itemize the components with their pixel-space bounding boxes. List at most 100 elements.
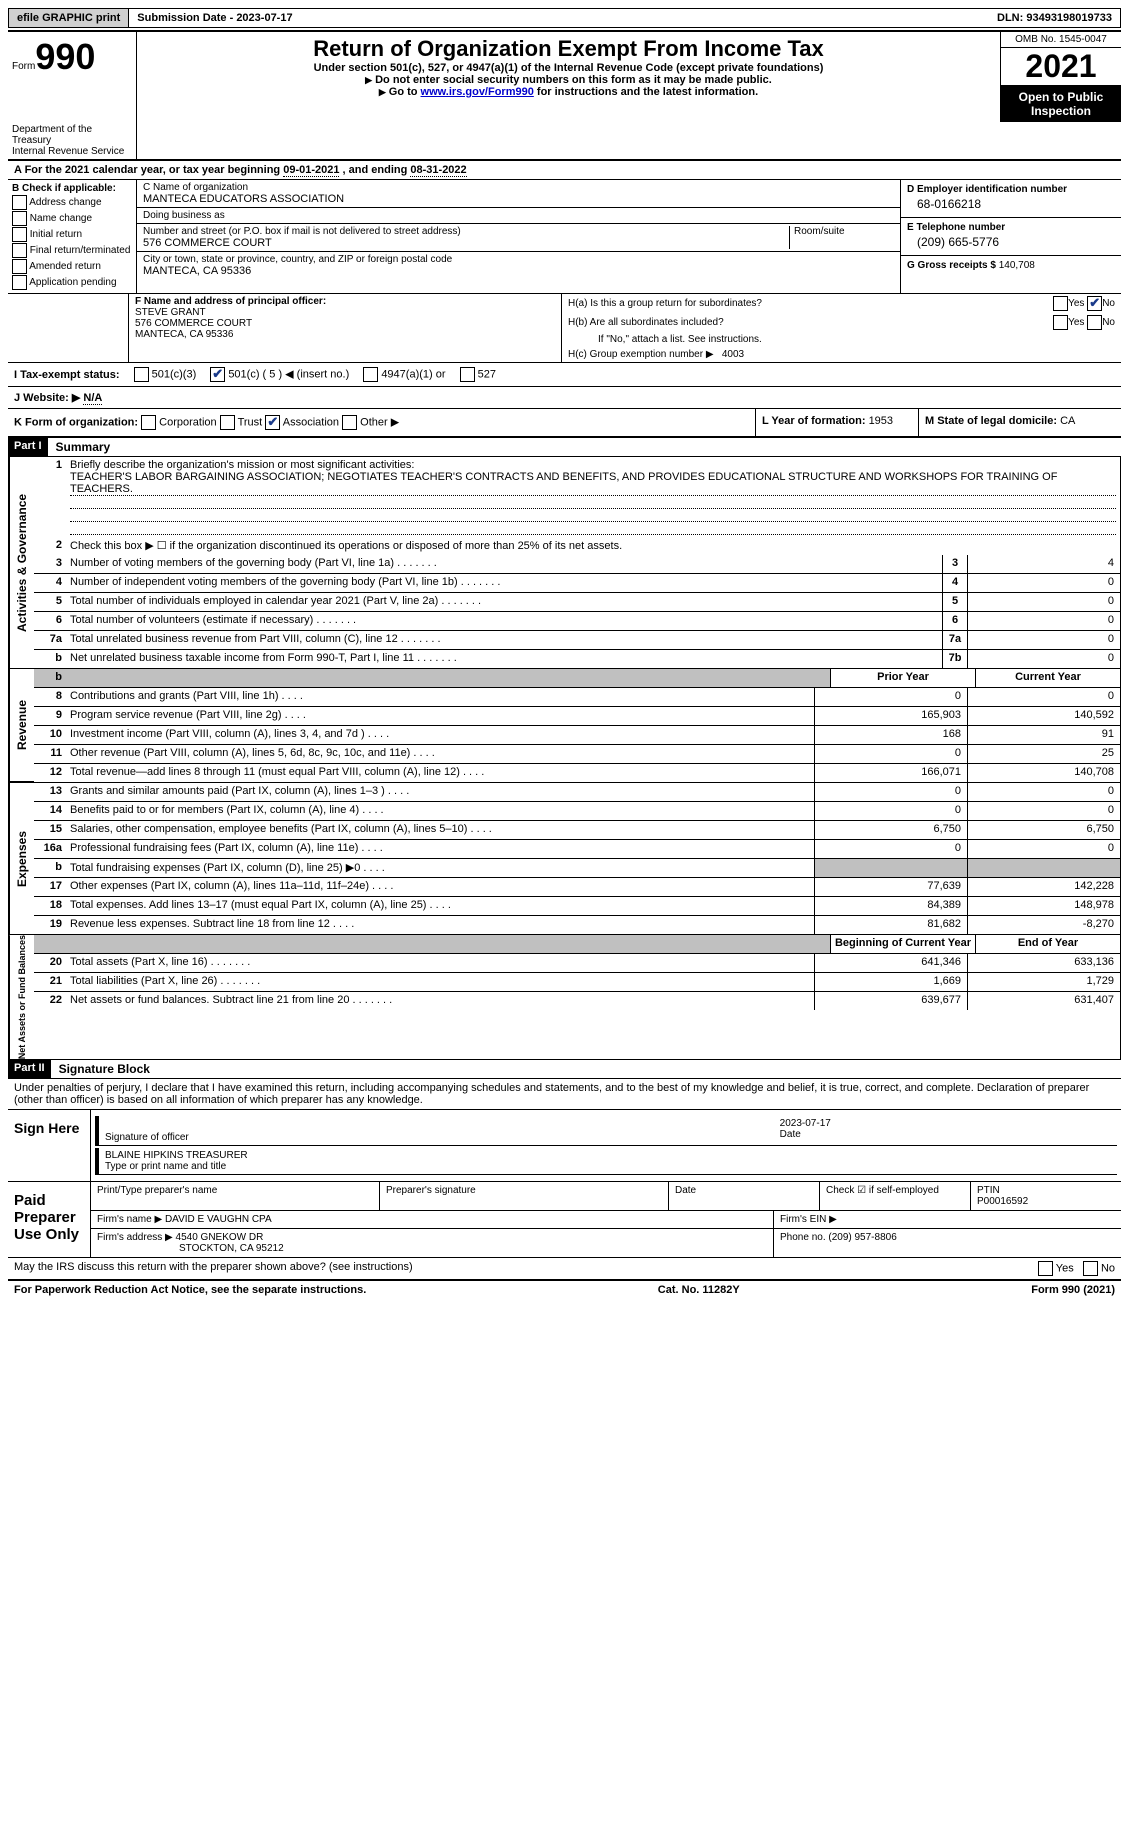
form-word: Form bbox=[12, 61, 35, 72]
website-row: J Website: ▶ N/A bbox=[8, 387, 1121, 409]
hb-note: If "No," attach a list. See instructions… bbox=[568, 334, 1115, 345]
cb-other[interactable] bbox=[342, 415, 357, 430]
paid-preparer-section: Paid Preparer Use Only Print/Type prepar… bbox=[8, 1182, 1121, 1258]
cb-name-change[interactable] bbox=[12, 211, 27, 226]
type-name-label: Type or print name and title bbox=[105, 1161, 1111, 1172]
exp-line-18: 18Total expenses. Add lines 13–17 (must … bbox=[34, 897, 1120, 916]
part2-badge: Part II bbox=[8, 1060, 51, 1078]
blocks-bcd: B Check if applicable: Address change Na… bbox=[8, 180, 1121, 294]
period-end: 08-31-2022 bbox=[410, 164, 466, 177]
form-footer: Form 990 (2021) bbox=[1031, 1284, 1115, 1296]
block-f: F Name and address of principal officer:… bbox=[129, 294, 562, 362]
mission-label: Briefly describe the organization's miss… bbox=[70, 459, 1116, 471]
ha-label: H(a) Is this a group return for subordin… bbox=[568, 298, 995, 309]
part1-gov-section: Activities & Governance 1 Briefly descri… bbox=[8, 457, 1121, 669]
city-label: City or town, state or province, country… bbox=[143, 254, 894, 265]
part1-rev-section: Revenue b Prior Year Current Year 8Contr… bbox=[8, 669, 1121, 783]
sign-here-section: Sign Here Signature of officer 2023-07-1… bbox=[8, 1110, 1121, 1182]
sig-date-label: Date bbox=[780, 1129, 1111, 1140]
catalog-number: Cat. No. 11282Y bbox=[658, 1284, 740, 1296]
omb-number: OMB No. 1545-0047 bbox=[1001, 32, 1121, 48]
discuss-text: May the IRS discuss this return with the… bbox=[14, 1261, 1038, 1276]
officer-city: MANTECA, CA 95336 bbox=[135, 329, 555, 340]
gross-value: 140,708 bbox=[999, 260, 1035, 271]
open-inspection: Open to Public Inspection bbox=[1001, 86, 1121, 122]
mission-text: TEACHER'S LABOR BARGAINING ASSOCIATION; … bbox=[70, 471, 1116, 496]
hc-value: 4003 bbox=[722, 349, 744, 360]
calendar-year-line: A For the 2021 calendar year, or tax yea… bbox=[8, 161, 1121, 180]
rev-line-12: 12Total revenue—add lines 8 through 11 (… bbox=[34, 764, 1120, 782]
ha-yes[interactable] bbox=[1053, 296, 1068, 311]
part1-header-row: Part I Summary bbox=[8, 438, 1121, 457]
irs-link[interactable]: www.irs.gov/Form990 bbox=[421, 86, 534, 98]
paid-preparer-label: Paid Preparer Use Only bbox=[8, 1182, 91, 1257]
cb-address-change[interactable] bbox=[12, 195, 27, 210]
period-label: A For the 2021 calendar year, or tax yea… bbox=[14, 164, 283, 176]
cb-501c3[interactable] bbox=[134, 367, 149, 382]
cb-trust[interactable] bbox=[220, 415, 235, 430]
exp-line-16a: 16aProfessional fundraising fees (Part I… bbox=[34, 840, 1120, 859]
opt-final-return: Final return/terminated bbox=[30, 245, 131, 256]
ptin-label: PTIN bbox=[977, 1185, 1115, 1196]
vert-expenses: Expenses bbox=[9, 783, 34, 934]
dept-treasury: Department of the Treasury Internal Reve… bbox=[8, 122, 137, 159]
block-b-label: B Check if applicable: bbox=[12, 183, 132, 194]
main-title: Return of Organization Exempt From Incom… bbox=[147, 36, 990, 62]
paperwork-notice: For Paperwork Reduction Act Notice, see … bbox=[14, 1284, 366, 1296]
period-begin: 09-01-2021 bbox=[283, 164, 339, 177]
footer-final: For Paperwork Reduction Act Notice, see … bbox=[8, 1281, 1121, 1299]
cb-501c[interactable] bbox=[210, 367, 225, 382]
cb-4947[interactable] bbox=[363, 367, 378, 382]
vert-net-assets: Net Assets or Fund Balances bbox=[9, 935, 34, 1059]
efile-btn[interactable]: efile GRAPHIC print bbox=[9, 9, 129, 27]
street-label: Number and street (or P.O. box if mail i… bbox=[143, 226, 789, 237]
form-of-org: K Form of organization: Corporation Trus… bbox=[8, 409, 755, 436]
hb-no[interactable] bbox=[1087, 315, 1102, 330]
part1-net-section: Net Assets or Fund Balances Beginning of… bbox=[8, 935, 1121, 1060]
end-year-header: End of Year bbox=[976, 935, 1120, 953]
cb-amended-return[interactable] bbox=[12, 259, 27, 274]
cb-corporation[interactable] bbox=[141, 415, 156, 430]
vert-revenue: Revenue bbox=[9, 669, 34, 782]
dln: DLN: 93493198019733 bbox=[989, 9, 1120, 27]
title-box: Return of Organization Exempt From Incom… bbox=[137, 32, 1001, 122]
form-id-box: Form990 bbox=[8, 32, 137, 122]
firm-addr2: STOCKTON, CA 95212 bbox=[97, 1243, 767, 1254]
block-h: H(a) Is this a group return for subordin… bbox=[562, 294, 1121, 362]
subtitle: Under section 501(c), 527, or 4947(a)(1)… bbox=[147, 62, 990, 74]
phone-label: E Telephone number bbox=[907, 222, 1115, 233]
gov-line-3: 3Number of voting members of the governi… bbox=[34, 555, 1120, 574]
gov-line-b: bNet unrelated business taxable income f… bbox=[34, 650, 1120, 668]
ptin-value: P00016592 bbox=[977, 1196, 1115, 1207]
cb-association[interactable] bbox=[265, 415, 280, 430]
discuss-no[interactable] bbox=[1083, 1261, 1098, 1276]
row-klm: K Form of organization: Corporation Trus… bbox=[8, 409, 1121, 438]
sign-here-label: Sign Here bbox=[8, 1110, 91, 1181]
sig-date-value: 2023-07-17 bbox=[780, 1118, 1111, 1129]
state-domicile: M State of legal domicile: CA bbox=[918, 409, 1121, 436]
net-line-20: 20Total assets (Part X, line 16) . . . .… bbox=[34, 954, 1120, 973]
hb-yes[interactable] bbox=[1053, 315, 1068, 330]
block-c: C Name of organization MANTECA EDUCATORS… bbox=[137, 180, 901, 293]
exp-line-19: 19Revenue less expenses. Subtract line 1… bbox=[34, 916, 1120, 934]
discuss-yes[interactable] bbox=[1038, 1261, 1053, 1276]
gov-line-4: 4Number of independent voting members of… bbox=[34, 574, 1120, 593]
line2-checkbox-text: Check this box ▶ ☐ if the organization d… bbox=[66, 537, 1120, 555]
opt-initial-return: Initial return bbox=[30, 229, 82, 240]
cb-app-pending[interactable] bbox=[12, 275, 27, 290]
opt-name-change: Name change bbox=[30, 213, 92, 224]
ein-value: 68-0166218 bbox=[907, 195, 1115, 211]
cb-final-return[interactable] bbox=[12, 243, 27, 258]
part2-header-row: Part II Signature Block bbox=[8, 1060, 1121, 1079]
sig-officer-label: Signature of officer bbox=[105, 1132, 768, 1143]
hc-label: H(c) Group exemption number ▶ bbox=[568, 349, 714, 360]
ha-no[interactable] bbox=[1087, 296, 1102, 311]
cb-initial-return[interactable] bbox=[12, 227, 27, 242]
opt-app-pending: Application pending bbox=[29, 277, 116, 288]
firm-name-label: Firm's name ▶ bbox=[97, 1214, 162, 1225]
prep-sig-label: Preparer's signature bbox=[380, 1182, 669, 1210]
vert-governance: Activities & Governance bbox=[9, 457, 34, 668]
exp-line-15: 15Salaries, other compensation, employee… bbox=[34, 821, 1120, 840]
cb-527[interactable] bbox=[460, 367, 475, 382]
website-label: J Website: ▶ bbox=[14, 392, 80, 404]
